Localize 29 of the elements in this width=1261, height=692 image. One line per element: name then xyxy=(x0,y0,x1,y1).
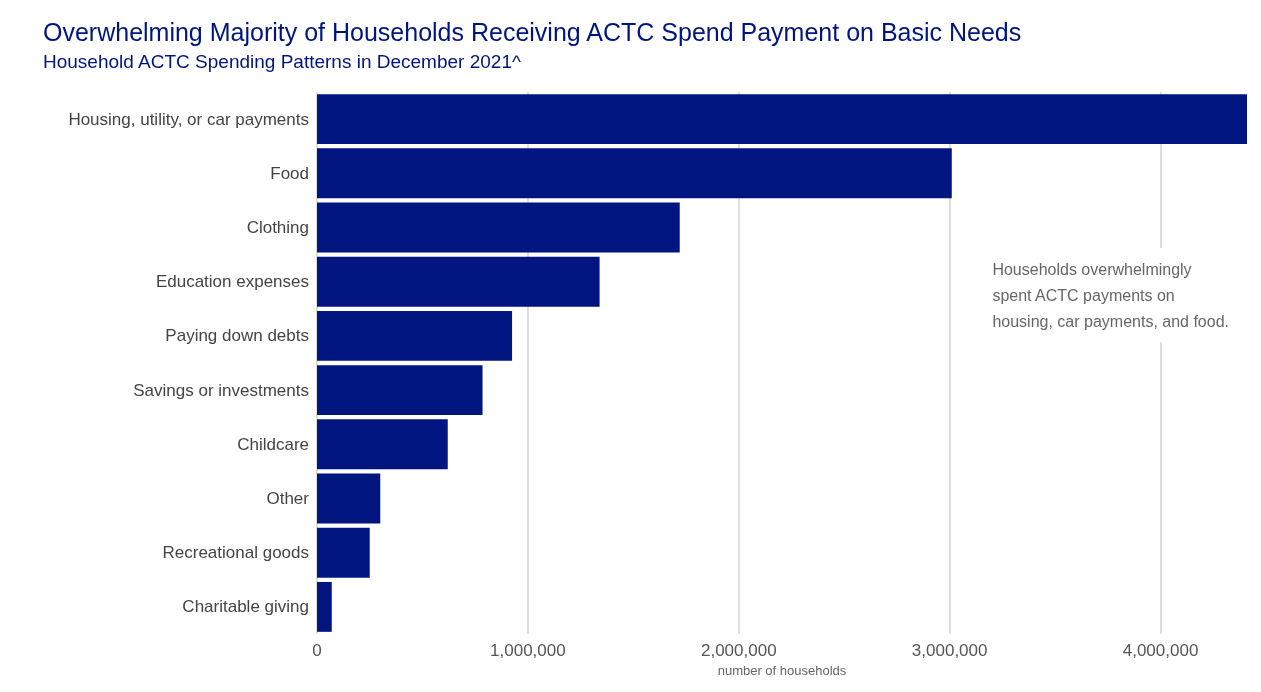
y-tick-label: Recreational goods xyxy=(162,543,309,563)
y-tick-label: Food xyxy=(270,163,309,183)
y-tick-label: Education expenses xyxy=(155,272,309,292)
chart-title: Overwhelming Majority of Households Receiving ACTC Spend Payment on Basic Needs xyxy=(43,17,1022,46)
y-tick-label: Paying down debts xyxy=(165,326,309,346)
x-axis-title: number of households xyxy=(717,663,847,678)
x-tick-label: 1,000,000 xyxy=(490,641,566,660)
y-tick-label: Housing, utility, or car payments xyxy=(68,109,309,129)
bar xyxy=(317,473,381,524)
x-tick-label: 3,000,000 xyxy=(911,641,988,660)
bar xyxy=(317,94,1247,145)
bar xyxy=(317,202,680,253)
bar xyxy=(317,419,448,470)
x-tick-label: 0 xyxy=(312,641,322,660)
bar xyxy=(317,365,483,416)
y-tick-label: Clothing xyxy=(246,218,309,237)
chart-subtitle: Household ACTC Spending Patterns in December 2021^ xyxy=(43,51,521,72)
y-tick-label: Charitable giving xyxy=(182,597,309,617)
bar xyxy=(317,256,600,307)
annotation: Households overwhelmingly spent ACTC payments on housing, car payments, and food. xyxy=(992,260,1229,330)
bar xyxy=(317,581,332,632)
y-tick-label: Savings or investments xyxy=(133,380,309,400)
x-tick-label: 2,000,000 xyxy=(700,641,777,660)
bar xyxy=(317,310,513,361)
x-tick-label: 4,000,000 xyxy=(1122,641,1199,660)
bar xyxy=(317,527,370,578)
y-tick-label: Other xyxy=(266,489,310,508)
y-tick-label: Childcare xyxy=(237,434,309,454)
bar xyxy=(317,148,952,199)
